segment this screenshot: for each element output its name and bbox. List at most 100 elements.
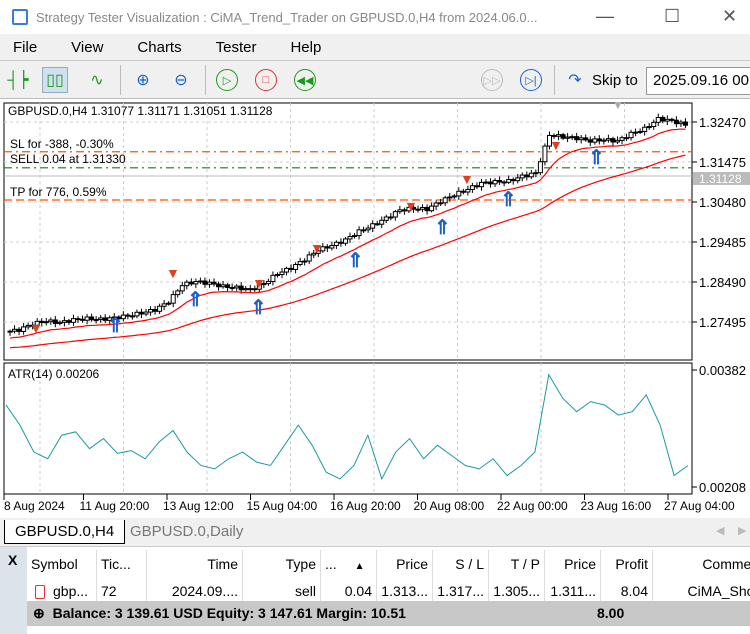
candle-body [456,190,462,197]
tab-gbpusd-h4[interactable]: GBPUSD.0,H4 [4,520,126,544]
candle-body [279,271,285,275]
buy-arrow-icon: ⇑ [187,289,204,311]
stop-icon[interactable]: □ [255,69,277,91]
atr-label: ATR(14) 0.00206 [8,367,99,381]
candle-body [410,206,416,210]
sl-label: SL for -388, -0.30% [10,137,114,151]
candle-body [352,235,358,238]
col-volume[interactable]: ... ▲ [321,550,377,578]
candle-body [120,314,126,320]
candle-body [193,281,199,285]
step-end-icon[interactable]: ▷| [520,69,542,91]
candlestick-chart-icon[interactable]: ▯▯ [42,67,68,93]
menu-file[interactable]: File [13,38,38,56]
zoom-out-icon[interactable]: ⊖ [174,72,188,89]
candle-body [678,121,684,125]
table-row[interactable]: gbp... 72 2024.09.... sell 0.04 1.313...… [27,577,750,605]
candle-body [48,319,54,323]
col-type[interactable]: Type [243,550,321,578]
col-sl[interactable]: S / L [433,550,489,578]
symbol-text: gbp... [53,583,89,599]
tab-gbpusd-daily[interactable]: GBPUSD.0,Daily [130,523,244,540]
candle-body [34,320,40,326]
col-tp[interactable]: T / P [489,550,545,578]
col-price[interactable]: Price [377,550,433,578]
candle-body [270,274,276,282]
cell-profit: 8.04 [601,577,653,605]
col-comment[interactable]: Comment [653,550,750,578]
candle-body [415,208,421,211]
menu-help[interactable]: Help [290,38,322,56]
close-button[interactable]: ✕ [722,6,738,26]
candle-body [673,119,679,125]
candle-body [197,280,203,283]
col-symbol[interactable]: Symbol [27,550,97,578]
candle-body [75,318,81,321]
candle-body [320,246,326,252]
bar-chart-icon[interactable]: ┤┝ [7,72,29,89]
scroll-marker-icon: ▼ [612,100,624,112]
candle-body [474,185,480,188]
candle-body [619,137,625,141]
menu-view[interactable]: View [71,38,104,56]
menu-tester[interactable]: Tester [215,38,257,56]
play-icon[interactable]: ▷ [216,69,238,91]
total-profit: 8.00 [597,605,625,621]
line-chart-icon[interactable]: ∿ [90,72,104,89]
skip-to-icon[interactable]: ↷ [568,72,582,89]
col-current-price[interactable]: Price [545,550,601,578]
maximize-button[interactable]: ☐ [664,6,681,26]
col-ticket[interactable]: Tic... [97,550,147,578]
cell-tp: 1.305... [489,577,545,605]
candle-body [329,245,335,249]
menu-bar: File View Charts Tester Help [0,34,750,61]
candle-body [152,308,158,312]
atr-panel [3,362,693,495]
candle-body [560,134,566,139]
window-title: Strategy Tester Visualization : CiMA_Tre… [36,9,538,25]
tab-scroll-right-icon[interactable]: ▶ [738,525,747,537]
zoom-in-icon[interactable]: ⊕ [136,72,150,89]
col-profit[interactable]: Profit [601,550,653,578]
trade-table-header: Symbol Tic... Time Type ... ▲ Price S / … [27,550,750,578]
candle-body [188,281,194,285]
tab-scroll-left-icon[interactable]: ◀ [716,525,725,537]
candle-body [234,285,240,289]
bid-price-label: 1.31128 [699,172,742,186]
time-tick-label: 13 Aug 12:00 [163,499,234,513]
candle-body [21,326,27,332]
candle-body [247,288,253,291]
menu-charts[interactable]: Charts [137,38,182,56]
close-panel-button[interactable]: X [8,552,18,568]
app-icon [12,9,28,25]
minimize-button[interactable]: — [596,6,614,26]
candle-body [288,267,294,270]
candle-body [175,290,181,296]
candle-body [565,136,571,139]
candle-body [420,206,426,210]
candle-body [206,281,212,285]
cell-time: 2024.09.... [147,577,243,605]
candle-body [324,246,330,249]
candle-body [66,320,72,323]
candle-body [646,126,652,129]
slow-ma-line [9,154,686,349]
cell-sl: 1.317... [433,577,489,605]
buy-arrow-icon: ⇑ [347,250,364,272]
candle-body [84,316,90,321]
price-chart[interactable]: 1.32470 1.31475 1.30480 1.29485 1.28490 1.274… [0,100,750,518]
candle-body [293,264,299,270]
col-time[interactable]: Time [147,550,243,578]
time-tick-label: 20 Aug 08:00 [414,499,485,513]
candle-body [528,172,534,178]
candle-body [57,321,63,324]
fast-forward-icon[interactable]: ▷▷ [481,69,503,91]
price-tick-label: 1.30480 [699,195,746,210]
candle-body [7,330,13,333]
buy-arrow-icon: ⇑ [500,189,517,211]
expand-icon[interactable]: ⊕ [33,605,45,621]
skip-to-date-input[interactable]: 2025.09.16 00:00 [646,67,750,95]
time-tick-label: 15 Aug 04:00 [247,499,318,513]
candle-body [515,177,521,182]
rewind-icon[interactable]: ◀◀ [294,69,316,91]
